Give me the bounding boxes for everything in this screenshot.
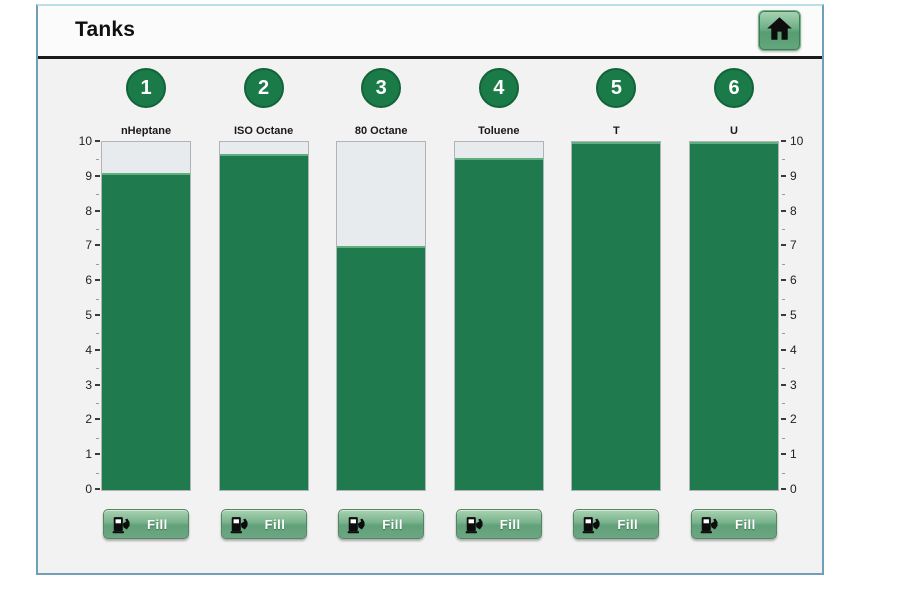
y-axis-minor-tick [782,403,785,404]
tank-label: ISO Octane [233,125,294,137]
tank-column-1: 1 nHeptane Fill [101,59,191,573]
y-axis-tick-right: 7 [781,238,797,252]
tank-column-5: 5 T Fill [571,59,662,573]
fill-button-label: Fill [382,516,403,532]
tanks-panel: Tanks 0 1 2 3 4 5 6 7 8 9 10 0 1 2 3 4 5 6 7 8 9 10 1 nHeptan… [36,4,824,575]
y-axis-tick-right: 5 [781,308,797,322]
fill-button-tank-1[interactable]: Fill [103,509,189,539]
fill-button-tank-3[interactable]: Fill [338,509,425,539]
y-axis-tick-left: 9 [85,169,100,183]
tank-label: T [613,125,620,137]
fill-button-label: Fill [617,516,639,532]
fill-button-tank-4[interactable]: Fill [455,509,542,539]
y-axis-tick-left: 7 [85,238,100,252]
fill-button-label: Fill [264,516,286,532]
y-axis-minor-tick [96,229,99,230]
y-axis-minor-tick [782,333,785,335]
y-axis-minor-tick [782,298,785,300]
y-axis-minor-tick [96,472,99,474]
y-axis-minor-tick [96,263,99,265]
tank-level-gauge [218,141,309,491]
tank-label: U [730,125,738,137]
y-axis-tick-left: 0 [85,482,100,496]
tank-number-badge: 5 [596,68,637,108]
fuel-pump-icon [112,516,130,533]
tank-level-fill [572,142,661,490]
y-axis-minor-tick [96,194,99,196]
fill-button-tank-6[interactable]: Fill [691,509,777,539]
home-button[interactable] [758,10,801,51]
tank-column-6: 6 U Fill [689,59,779,573]
header-bar: Tanks [38,6,822,59]
y-axis-tick-right: 3 [781,378,797,392]
tank-label: nHeptane [120,125,172,137]
page-title: Tanks [75,18,136,41]
fill-button-tank-2[interactable]: Fill [220,509,307,539]
y-axis-minor-tick [96,333,99,335]
y-axis-minor-tick [782,229,785,230]
y-axis-tick-left: 3 [85,378,100,392]
tank-number-badge: 2 [243,68,284,108]
tank-column-2: 2 ISO Octane Fill [218,59,309,573]
fill-button-label: Fill [499,516,521,532]
y-axis-minor-tick [782,194,785,196]
tank-level-fill [102,173,190,490]
tank-level-gauge [453,141,544,491]
fuel-pump-icon [700,516,718,533]
y-axis-minor-tick [782,159,785,161]
y-axis-tick-left: 5 [85,308,100,322]
y-axis-tick-right: 4 [781,343,797,357]
fill-button-tank-5[interactable]: Fill [573,509,660,539]
y-axis-tick-left: 4 [85,343,100,357]
y-axis-tick-right: 9 [781,169,797,183]
y-axis-tick-left: 8 [85,204,100,218]
y-axis-tick-right: 10 [781,134,803,148]
y-axis-left: 0 1 2 3 4 5 6 7 8 9 10 [38,134,100,496]
tank-level-fill [337,246,426,490]
tank-number-badge: 4 [478,68,519,108]
y-axis-minor-tick [782,472,785,474]
tank-label: 80 Octane [354,125,408,137]
fuel-pump-icon [230,516,248,533]
fill-button-label: Fill [735,516,756,532]
tanks-area: 0 1 2 3 4 5 6 7 8 9 10 0 1 2 3 4 5 6 7 8 9 10 1 nHeptane Fill 2… [38,59,822,573]
fuel-pump-icon [465,516,483,533]
fuel-pump-icon [347,516,365,533]
y-axis-minor-tick [782,437,785,439]
tank-number-badge: 1 [126,68,166,108]
home-icon [766,16,793,46]
y-axis-minor-tick [96,368,99,370]
tank-level-gauge [689,141,779,491]
y-axis-minor-tick [96,403,99,404]
tank-level-fill [219,154,308,490]
y-axis-minor-tick [96,437,99,439]
tank-level-gauge [101,141,191,491]
y-axis-tick-left: 1 [85,447,100,461]
tank-level-fill [454,157,543,490]
y-axis-tick-right: 2 [781,412,797,426]
y-axis-minor-tick [96,159,99,161]
tank-level-gauge [571,141,662,491]
tank-number-badge: 3 [361,68,402,108]
fuel-pump-icon [583,516,600,533]
tank-number-badge: 6 [714,68,754,108]
y-axis-minor-tick [782,368,785,370]
y-axis-right: 0 1 2 3 4 5 6 7 8 9 10 [781,134,822,496]
y-axis-minor-tick [782,263,785,265]
y-axis-tick-right: 8 [781,204,797,218]
y-axis-tick-left: 10 [79,134,100,148]
y-axis-tick-left: 6 [85,273,100,287]
tank-column-4: 4 Toluene Fill [453,59,544,573]
y-axis-tick-right: 6 [781,273,797,287]
y-axis-tick-left: 2 [85,412,100,426]
y-axis-minor-tick [96,298,99,300]
y-axis-tick-right: 0 [781,482,797,496]
tank-label: Toluene [478,125,520,137]
tank-level-gauge [336,141,427,491]
tank-column-3: 3 80 Octane Fill [336,59,427,573]
fill-button-label: Fill [147,516,168,532]
tank-level-fill [690,142,778,490]
y-axis-tick-right: 1 [781,447,797,461]
